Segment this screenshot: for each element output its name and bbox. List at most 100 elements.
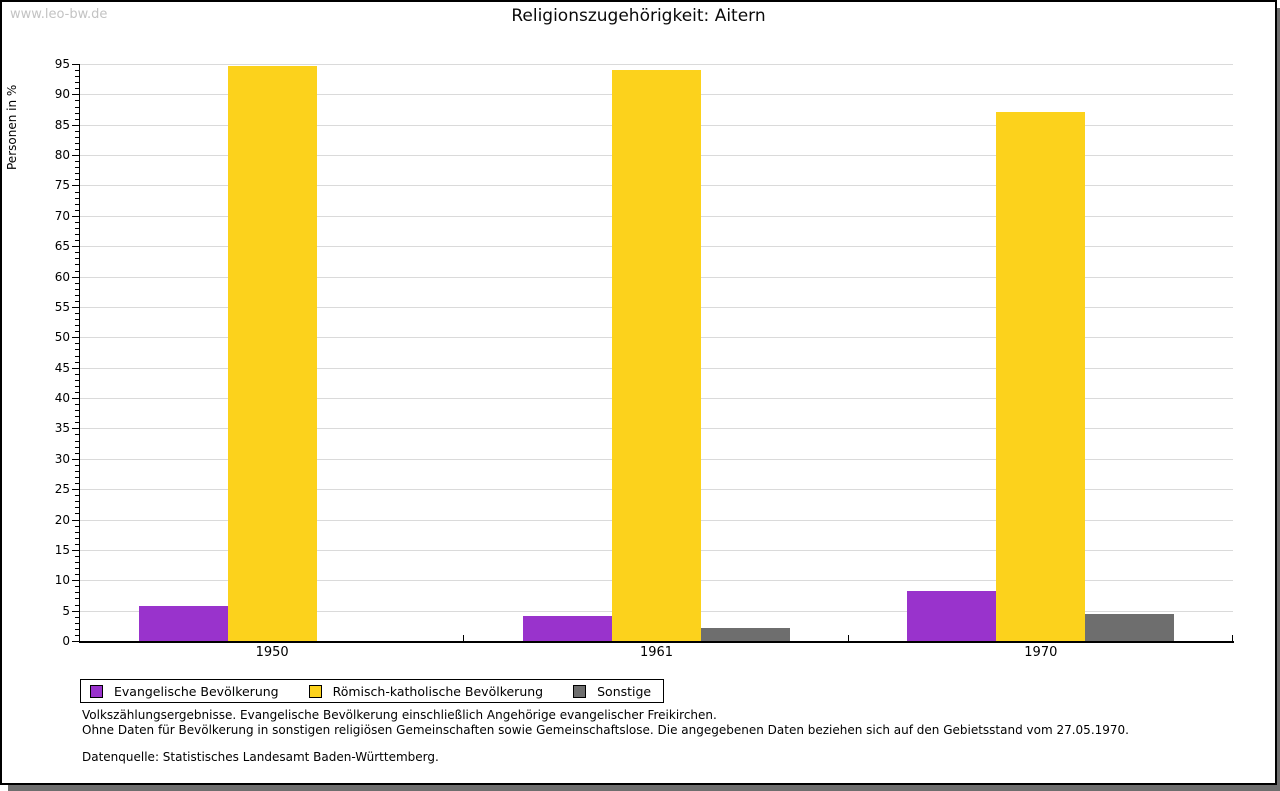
y-minor-tick [75, 240, 79, 242]
legend-swatch [90, 684, 103, 698]
y-minor-tick [75, 628, 79, 630]
category-group [464, 64, 848, 641]
y-minor-tick [75, 574, 79, 576]
y-minor-tick [75, 325, 79, 327]
y-minor-tick [75, 288, 79, 290]
plot-area: 0 5 10 15 20 25 30 35 40 45 50 55 60 65 70 75 80 85 90 95 [55, 57, 1234, 648]
footnote-line: Volkszählungsergebnisse. Evangelische Be… [82, 708, 717, 722]
y-minor-tick [75, 592, 79, 594]
x-category-label: 1961 [639, 645, 674, 660]
bar-sonstige [700, 628, 790, 641]
y-minor-tick [75, 197, 79, 199]
y-minor-tick [75, 622, 79, 624]
y-minor-tick [75, 555, 79, 557]
legend-item: Sonstige [573, 684, 651, 699]
y-minor-tick [75, 161, 79, 163]
y-minor-tick [75, 149, 79, 151]
legend-swatch [573, 684, 587, 698]
legend-label: Sonstige [597, 683, 652, 699]
y-minor-tick [75, 82, 79, 84]
y-minor-tick [75, 422, 79, 424]
y-minor-tick [75, 203, 79, 205]
y-axis-label: Personen in % [5, 84, 19, 170]
category-group [849, 64, 1233, 641]
y-minor-tick [75, 537, 79, 539]
x-category-label: 1970 [1024, 645, 1058, 660]
y-minor-tick [75, 76, 79, 78]
y-minor-tick [75, 221, 79, 223]
y-tick-label: 45 [54, 360, 70, 375]
y-tick-label: 20 [54, 512, 70, 527]
bar-römisch-katholische-bevölkerung [611, 70, 701, 641]
legend-label: Römisch-katholische Bevölkerung [332, 683, 544, 699]
y-major-tick [72, 306, 79, 308]
y-minor-tick [75, 355, 79, 357]
bar-evangelische-bevölkerung [522, 615, 612, 641]
y-minor-tick [75, 313, 79, 315]
y-minor-tick [75, 543, 79, 545]
y-major-tick [72, 519, 79, 521]
y-minor-tick [75, 227, 79, 229]
y-minor-tick [75, 118, 79, 120]
y-minor-tick [75, 349, 79, 351]
y-minor-tick [75, 495, 79, 497]
y-tick-label: 55 [54, 299, 70, 314]
chart-title: Religionszugehörigkeit: Aitern [511, 6, 766, 26]
y-minor-tick [75, 173, 79, 175]
y-minor-tick [75, 70, 79, 72]
y-tick-label: 60 [54, 269, 70, 284]
y-minor-tick [75, 525, 79, 527]
y-axis-line [79, 64, 80, 641]
y-minor-tick [75, 598, 79, 600]
legend-item: Evangelische Bevölkerung [90, 684, 279, 699]
bar-groups [80, 64, 1233, 641]
y-minor-tick [75, 440, 79, 442]
y-minor-tick [75, 319, 79, 321]
footnotes: Volkszählungsergebnisse. Evangelische Be… [82, 708, 1129, 737]
y-minor-tick [75, 294, 79, 296]
y-tick-label: 80 [54, 148, 70, 163]
y-minor-tick [75, 379, 79, 381]
y-tick-label: 10 [54, 573, 70, 588]
y-minor-tick [75, 501, 79, 503]
y-minor-tick [75, 252, 79, 254]
y-minor-tick [75, 568, 79, 570]
y-major-tick [72, 64, 79, 65]
y-minor-tick [75, 264, 79, 266]
y-minor-tick [75, 404, 79, 406]
y-minor-tick [75, 142, 79, 144]
y-minor-tick [75, 282, 79, 284]
y-tick-label: 90 [54, 87, 70, 102]
bar-evangelische-bevölkerung [907, 590, 997, 641]
y-major-tick [72, 610, 79, 612]
y-tick-label: 15 [54, 542, 70, 557]
y-tick-label: 95 [54, 57, 70, 71]
y-minor-tick [75, 191, 79, 193]
y-minor-tick [75, 604, 79, 606]
y-minor-tick [75, 112, 79, 114]
y-tick-label: 5 [62, 603, 70, 618]
x-boundary-tick [463, 635, 465, 641]
y-minor-tick [75, 361, 79, 363]
y-major-tick [72, 337, 79, 339]
x-boundary-tick [847, 635, 849, 641]
footnote-line: Ohne Daten für Bevölkerung in sonstigen … [82, 722, 1129, 737]
y-minor-tick [75, 507, 79, 509]
y-minor-tick [75, 130, 79, 132]
y-major-tick [72, 185, 79, 187]
y-tick-label: 85 [54, 117, 70, 132]
y-minor-tick [75, 167, 79, 169]
y-minor-tick [75, 258, 79, 260]
y-minor-tick [75, 513, 79, 515]
y-minor-tick [75, 410, 79, 412]
y-major-tick [72, 428, 79, 430]
y-major-tick [72, 94, 79, 96]
y-minor-tick [75, 343, 79, 345]
y-major-tick [72, 580, 79, 582]
x-boundary-tick [1232, 635, 1233, 641]
y-tick-label: 30 [54, 451, 70, 466]
y-minor-tick [75, 616, 79, 618]
y-major-tick [72, 367, 79, 369]
y-tick-label: 70 [54, 208, 70, 223]
